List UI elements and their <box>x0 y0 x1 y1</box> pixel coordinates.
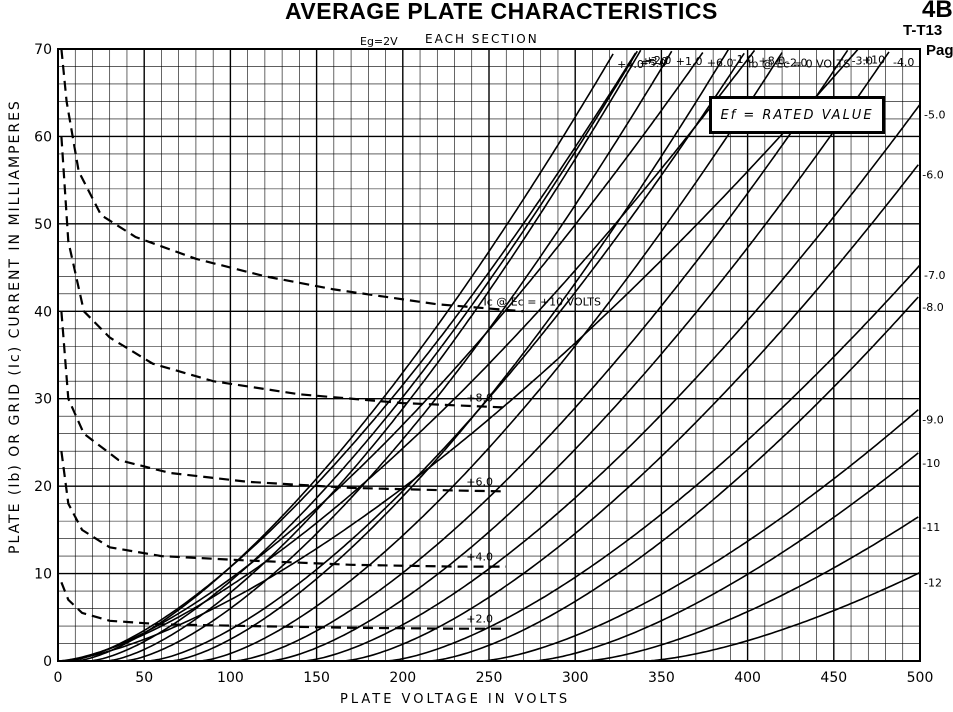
grid-curve <box>60 136 507 409</box>
y-tick-label: 30 <box>34 392 52 408</box>
plate-curve <box>233 49 849 662</box>
plate-curve <box>57 49 756 662</box>
x-tick-label: 100 <box>217 670 244 686</box>
plate-curve <box>268 51 890 662</box>
plate-curve <box>88 50 638 662</box>
plate-curve <box>147 52 745 662</box>
y-axis-label: PLATE (Ib) OR GRID (Ic) CURRENT IN MILLI… <box>7 99 23 554</box>
plate-curve-label: -9.0 <box>922 414 943 427</box>
plate-curve <box>342 164 919 662</box>
plate-curve-label: +6.0 <box>707 57 734 70</box>
x-tick-label: 500 <box>907 670 934 686</box>
doc-code: T-T13 <box>903 22 943 39</box>
x-tick-label: 300 <box>562 670 589 686</box>
y-tick-label: 10 <box>34 567 52 583</box>
plate-curve <box>57 48 859 662</box>
plate-curve <box>199 52 783 662</box>
plate-curve <box>302 103 921 662</box>
plate-curve <box>75 53 614 662</box>
plate-curve-label: Ib @ Ec = 0 VOLTS <box>748 57 850 70</box>
curve-labels: +10+8.0+6.0+5.0+4.0+3.0+2.0 +1.0 Ib @ Ec =… <box>466 53 945 626</box>
plate-current-curves <box>57 48 921 662</box>
page-number: 4B <box>922 0 953 23</box>
plate-curve-label: -5.0 <box>924 108 945 121</box>
y-tick-label: 70 <box>34 42 52 58</box>
plate-curve <box>532 452 919 662</box>
plate-curve <box>385 264 921 662</box>
plate-curve-label: +4.0 <box>617 58 644 71</box>
plate-curve <box>583 516 919 662</box>
x-tick-label: 150 <box>303 670 330 686</box>
grid-curve-label: +6.0 <box>466 475 493 488</box>
grid-curve <box>60 311 507 493</box>
grid-curve-label: +2.0 <box>466 613 493 626</box>
x-tick-label: 200 <box>389 670 416 686</box>
plate-curve-label: -2.0 <box>786 57 807 70</box>
plate-curve-label: -4.0 <box>893 56 914 69</box>
plate-curve <box>106 49 642 662</box>
y-tick-label: 60 <box>34 129 52 145</box>
plate-curve-label: -7.0 <box>924 269 945 282</box>
plate-curve <box>66 52 637 662</box>
plate-curve-label: +1.0 <box>676 55 703 68</box>
plate-curve <box>480 409 919 662</box>
plate-curve <box>644 571 921 662</box>
chart-title: AVERAGE PLATE CHARACTERISTICS <box>285 0 718 24</box>
plate-curve <box>428 296 919 662</box>
plot-frame <box>57 48 921 662</box>
plate-curve-label: +5.0 <box>640 57 667 70</box>
plate-curve-label: -1.0 <box>733 53 754 66</box>
axis-tick-labels: 0 50 100 150 200 250 300 350 400 450 500 0 10 20 30 40 5… <box>34 42 933 686</box>
x-tick-label: 450 <box>820 670 847 686</box>
plate-curve-label: -12 <box>924 577 942 590</box>
filament-note-box: Ef = RATED VALUE <box>709 96 885 134</box>
grid-curve <box>60 48 524 313</box>
x-axis-label: PLATE VOLTAGE IN VOLTS <box>340 692 571 707</box>
x-tick-label: 0 <box>54 670 63 686</box>
grid-curve-label: +8.0 <box>466 391 493 404</box>
plate-curve <box>61 52 704 662</box>
x-tick-label: 400 <box>734 670 761 686</box>
grid-voltage-note: Eg=2V <box>360 35 398 48</box>
plate-curve-label: +8.0 <box>758 54 785 67</box>
plate-curve-label: +2.0 <box>645 54 672 67</box>
x-tick-label: 250 <box>476 670 503 686</box>
grid-curve <box>60 451 507 568</box>
plate-curve-label: -8.0 <box>922 301 943 314</box>
x-tick-label: 50 <box>135 670 153 686</box>
y-tick-label: 20 <box>34 479 52 495</box>
plate-curve-label: +10 <box>862 53 885 66</box>
x-tick-label: 350 <box>648 670 675 686</box>
plate-curve-label: -10 <box>922 457 940 470</box>
plate-curve-label: -11 <box>922 521 940 534</box>
y-tick-label: 50 <box>34 217 52 233</box>
grid-curve-label: +4.0 <box>466 551 493 564</box>
y-tick-label: 40 <box>34 304 52 320</box>
plate-curve-label: -3.0 <box>852 54 873 67</box>
plate-curve <box>123 50 673 662</box>
plate-curve-label: +3.0 <box>641 55 668 68</box>
section-note: EACH SECTION <box>425 32 539 46</box>
grid-curve-label: Ic @ Ec = +10 VOLTS <box>483 295 601 308</box>
y-tick-label: 0 <box>43 654 52 670</box>
plate-curve-label: -6.0 <box>922 169 943 182</box>
plate-curve <box>170 48 730 662</box>
page-label: Pag <box>926 42 953 59</box>
